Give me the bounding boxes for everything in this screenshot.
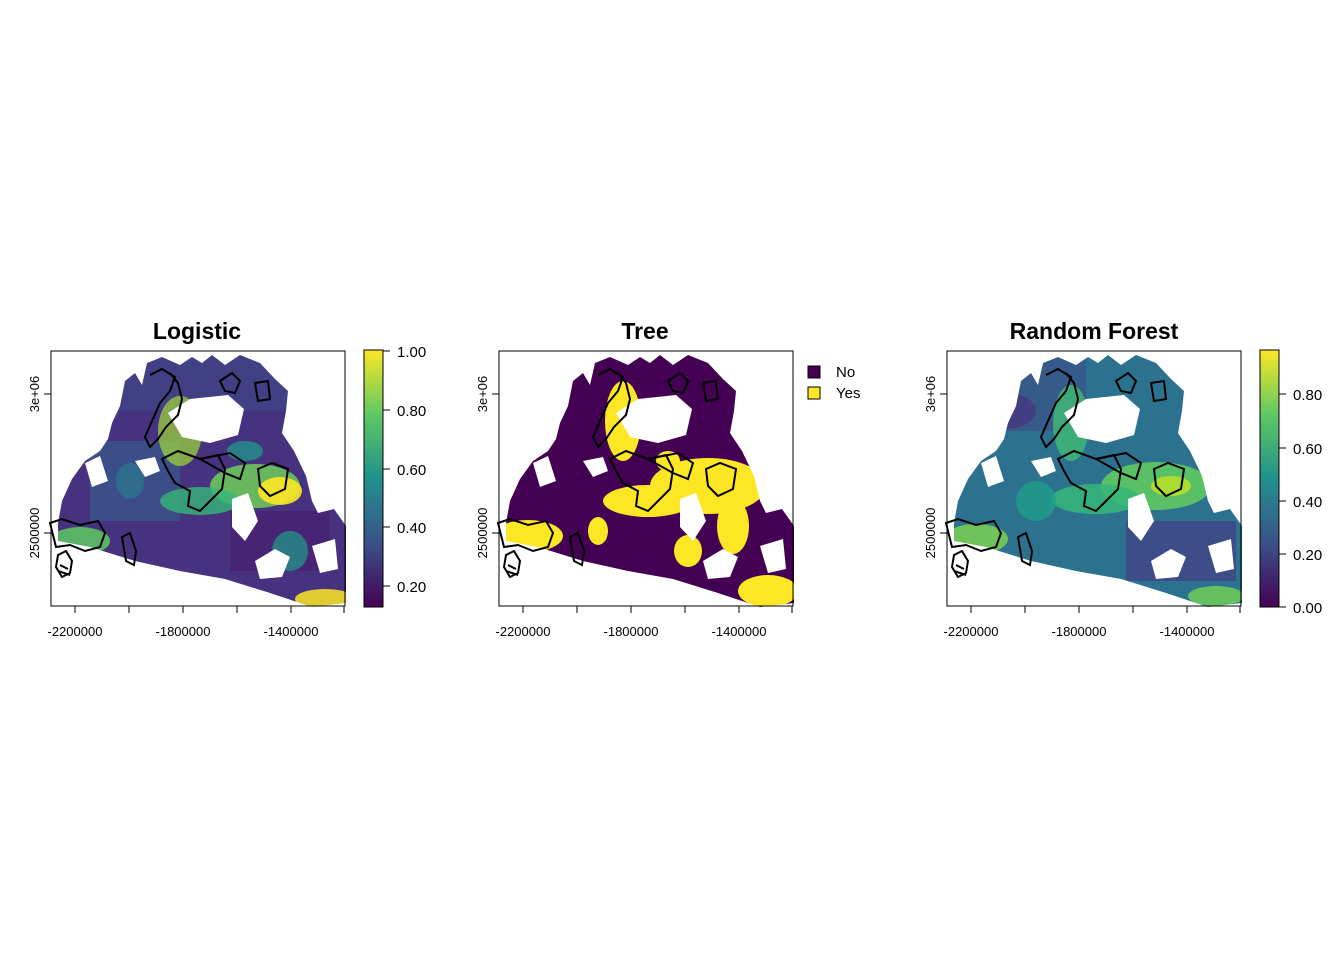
panel-title: Random Forest — [1010, 318, 1179, 344]
colorbar-tick-label: 0.60 — [1293, 441, 1322, 458]
colorbar-tick-label: 0.20 — [1293, 547, 1322, 564]
raster-map — [954, 355, 1242, 607]
legend-label-no: No — [836, 364, 855, 381]
colorbar-tick-label: 0.00 — [1293, 600, 1322, 617]
protected-area-boundaries — [48, 367, 290, 579]
map-frame — [492, 350, 794, 613]
panel-title: Tree — [621, 318, 668, 344]
y-tick-label: 2500000 — [475, 508, 490, 559]
y-tick-label: 3e+06 — [475, 376, 490, 413]
colorbar-tick-label: 0.80 — [1293, 387, 1322, 404]
x-tick-label: -1400000 — [264, 624, 319, 639]
map-frame — [44, 350, 346, 613]
panel-title: Logistic — [153, 318, 241, 344]
x-tick-label: -2200000 — [48, 624, 103, 639]
x-tick-label: -1800000 — [1052, 624, 1107, 639]
colorbar-legend: 1.00 0.80 0.60 0.40 0.20 — [363, 344, 426, 608]
map-frame — [940, 350, 1242, 613]
x-tick-label: -2200000 — [944, 624, 999, 639]
raster-map — [58, 355, 346, 607]
colorbar-tick-label: 0.40 — [1293, 494, 1322, 511]
x-tick-label: -1400000 — [712, 624, 767, 639]
y-tick-label: 3e+06 — [27, 376, 42, 413]
x-tick-label: -1400000 — [1160, 624, 1215, 639]
raster-map — [506, 355, 794, 607]
protected-area-boundaries — [496, 367, 738, 579]
y-tick-label: 2500000 — [923, 508, 938, 559]
y-tick-label: 3e+06 — [923, 376, 938, 413]
colorbar-tick-label: 0.60 — [397, 462, 426, 479]
categorical-legend: No Yes — [807, 364, 860, 402]
colorbar-tick-label: 0.40 — [397, 520, 426, 537]
legend-swatch-no — [807, 365, 821, 379]
panel-random-forest: Random Forest — [923, 318, 1322, 639]
x-tick-label: -1800000 — [156, 624, 211, 639]
y-tick-label: 2500000 — [27, 508, 42, 559]
protected-area-boundaries — [944, 367, 1186, 579]
colorbar — [363, 349, 384, 608]
colorbar-tick-label: 0.20 — [397, 579, 426, 596]
x-tick-label: -1800000 — [604, 624, 659, 639]
colorbar-legend: 0.80 0.60 0.40 0.20 0.00 — [1259, 349, 1322, 617]
panel-logistic: Logistic — [27, 318, 426, 639]
colorbar — [1259, 349, 1280, 608]
panel-tree: Tree — [475, 318, 860, 639]
colorbar-tick-label: 0.80 — [397, 403, 426, 420]
colorbar-tick-label: 1.00 — [397, 344, 426, 361]
legend-label-yes: Yes — [836, 385, 860, 402]
legend-swatch-yes — [807, 386, 821, 400]
x-tick-label: -2200000 — [496, 624, 551, 639]
